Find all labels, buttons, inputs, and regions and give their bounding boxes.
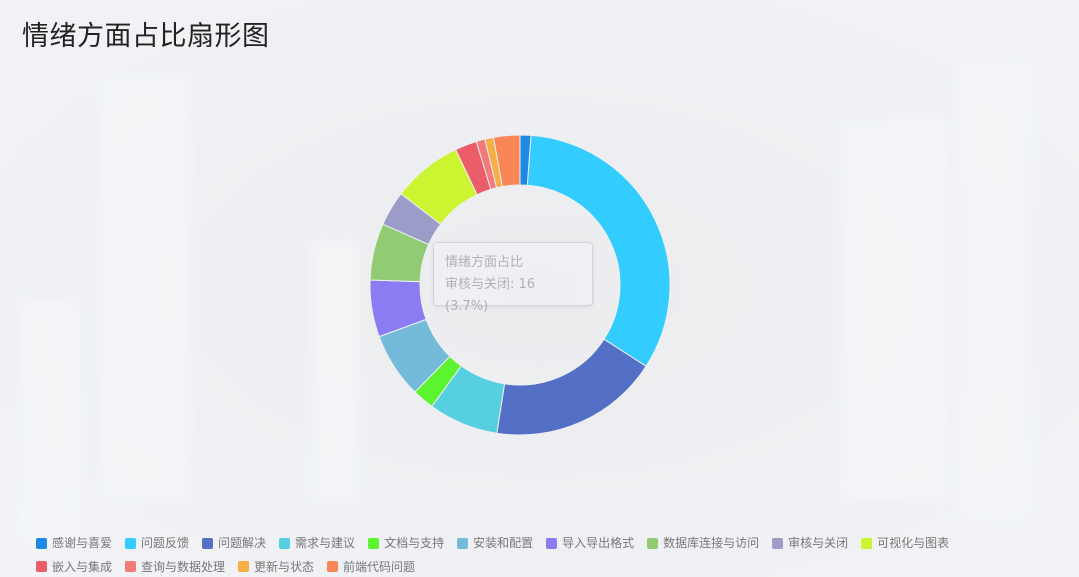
legend-label: 感谢与喜爱: [52, 536, 113, 550]
legend-label: 可视化与图表: [877, 536, 950, 550]
legend-item-3[interactable]: 问题解决: [202, 532, 266, 554]
legend-swatch: [125, 537, 137, 549]
legend-label: 审核与关闭: [788, 536, 849, 550]
legend-item-5[interactable]: 文档与支持: [368, 532, 444, 554]
legend-swatch: [861, 537, 873, 549]
legend-label: 导入导出格式: [562, 536, 635, 550]
legend-item-1[interactable]: 感谢与喜爱: [36, 532, 112, 554]
legend-item-10[interactable]: 可视化与图表: [861, 532, 949, 554]
legend-item-14[interactable]: 前端代码问题: [327, 556, 415, 577]
legend-swatch: [457, 537, 469, 549]
legend-item-6[interactable]: 安装和配置: [457, 532, 533, 554]
legend-item-9[interactable]: 审核与关闭: [772, 532, 848, 554]
legend-label: 更新与状态: [254, 559, 315, 574]
legend-item-12[interactable]: 查询与数据处理: [125, 556, 225, 577]
tooltip-series-name: 情绪方面占比: [445, 255, 524, 270]
legend-label: 安装和配置: [473, 536, 534, 550]
legend-item-11[interactable]: 嵌入与集成: [36, 556, 112, 577]
legend-swatch: [279, 537, 291, 549]
legend-item-2[interactable]: 问题反馈: [125, 532, 189, 554]
legend-label: 需求与建议: [295, 536, 356, 550]
legend-swatch: [36, 537, 47, 549]
legend-swatch: [772, 537, 784, 549]
legend-label: 数据库连接与访问: [663, 536, 760, 550]
legend-swatch: [36, 561, 47, 572]
legend-swatch: [238, 561, 250, 572]
legend-swatch: [125, 561, 137, 572]
legend-swatch: [327, 561, 339, 572]
legend-swatch: [647, 537, 659, 549]
legend-swatch: [368, 537, 380, 549]
legend-swatch: [546, 537, 558, 549]
legend-item-13[interactable]: 更新与状态: [238, 556, 314, 577]
legend-label: 嵌入与集成: [52, 559, 113, 574]
donut-slice-2[interactable]: [526, 134, 671, 367]
legend-label: 前端代码问题: [343, 559, 416, 574]
chart-legend: 感谢与喜爱 问题反馈 问题解决 需求与建议 文档与支持 安装和配置 导入导出格式 数据库连接与…: [36, 532, 1046, 577]
legend-label: 问题解决: [218, 536, 267, 550]
legend-item-7[interactable]: 导入导出格式: [546, 532, 634, 554]
legend-swatch: [202, 537, 214, 549]
tooltip-label: 审核与关闭: 16 (3.7%): [445, 277, 536, 314]
legend-item-4[interactable]: 需求与建议: [279, 532, 355, 554]
legend-item-8[interactable]: 数据库连接与访问: [647, 532, 759, 554]
legend-label: 问题反馈: [141, 536, 190, 550]
chart-tooltip: 情绪方面占比 审核与关闭: 16 (3.7%): [433, 242, 593, 314]
legend-label: 查询与数据处理: [141, 559, 226, 574]
donut-slice-14[interactable]: [492, 134, 521, 188]
page-title: 情绪方面占比扇形图: [22, 21, 270, 52]
legend-label: 文档与支持: [384, 536, 445, 550]
donut-slice-3[interactable]: [496, 338, 647, 436]
